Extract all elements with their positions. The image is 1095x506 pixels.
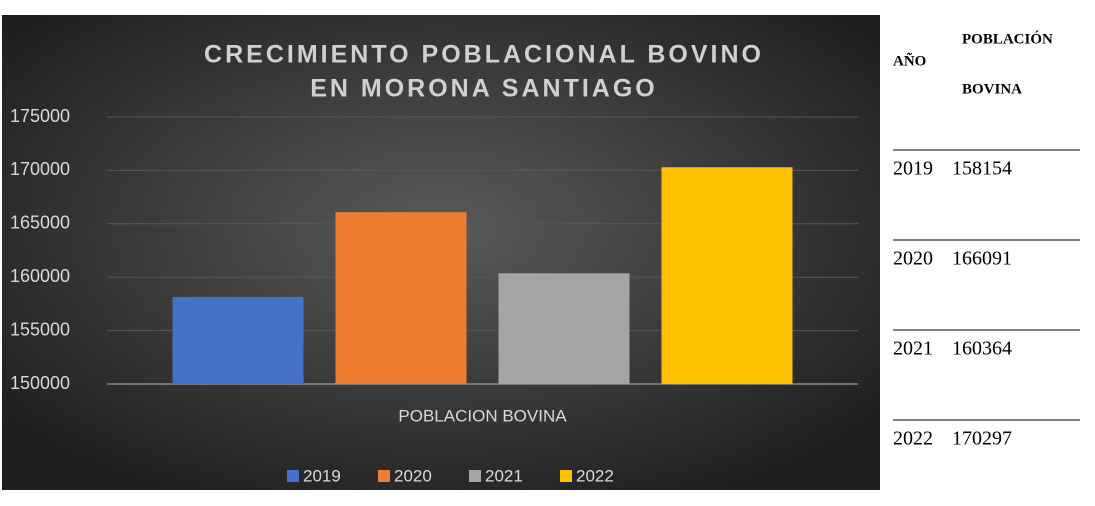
legend-label: 2019 [303, 466, 341, 485]
chart-title: CRECIMIENTO POBLACIONAL BOVINO [204, 41, 764, 69]
y-tick-label: 175000 [10, 106, 70, 126]
legend-label: 2020 [394, 466, 432, 485]
table-value: 160364 [952, 338, 1012, 360]
legend-swatch [378, 470, 390, 482]
bar [661, 167, 793, 384]
legend-label: 2022 [576, 466, 614, 485]
table-value: 158154 [952, 158, 1012, 180]
table-year: 2021 [893, 338, 933, 360]
table-year: 2020 [893, 248, 933, 270]
legend-swatch [469, 470, 481, 482]
table-header: BOVINA [962, 81, 1022, 97]
x-tick-label: POBLACION BOVINA [398, 406, 567, 425]
y-tick-label: 160000 [10, 266, 70, 286]
bar [498, 273, 630, 384]
y-tick-label: 150000 [10, 373, 70, 393]
y-tick-label: 170000 [10, 159, 70, 179]
y-tick-label: 155000 [10, 319, 70, 339]
table-value: 170297 [952, 428, 1012, 450]
table-year: 2022 [893, 428, 933, 450]
y-tick-label: 165000 [10, 213, 70, 233]
bar [335, 212, 467, 384]
legend-swatch [287, 470, 299, 482]
table-value: 166091 [952, 248, 1012, 270]
bar [172, 296, 304, 384]
table-header: POBLACIÓN [962, 30, 1053, 47]
chart-title: EN MORONA SANTIAGO [310, 75, 658, 103]
table-header: AÑO [893, 51, 926, 69]
legend-swatch [560, 470, 572, 482]
table-year: 2019 [893, 158, 933, 180]
legend-label: 2021 [485, 466, 523, 485]
